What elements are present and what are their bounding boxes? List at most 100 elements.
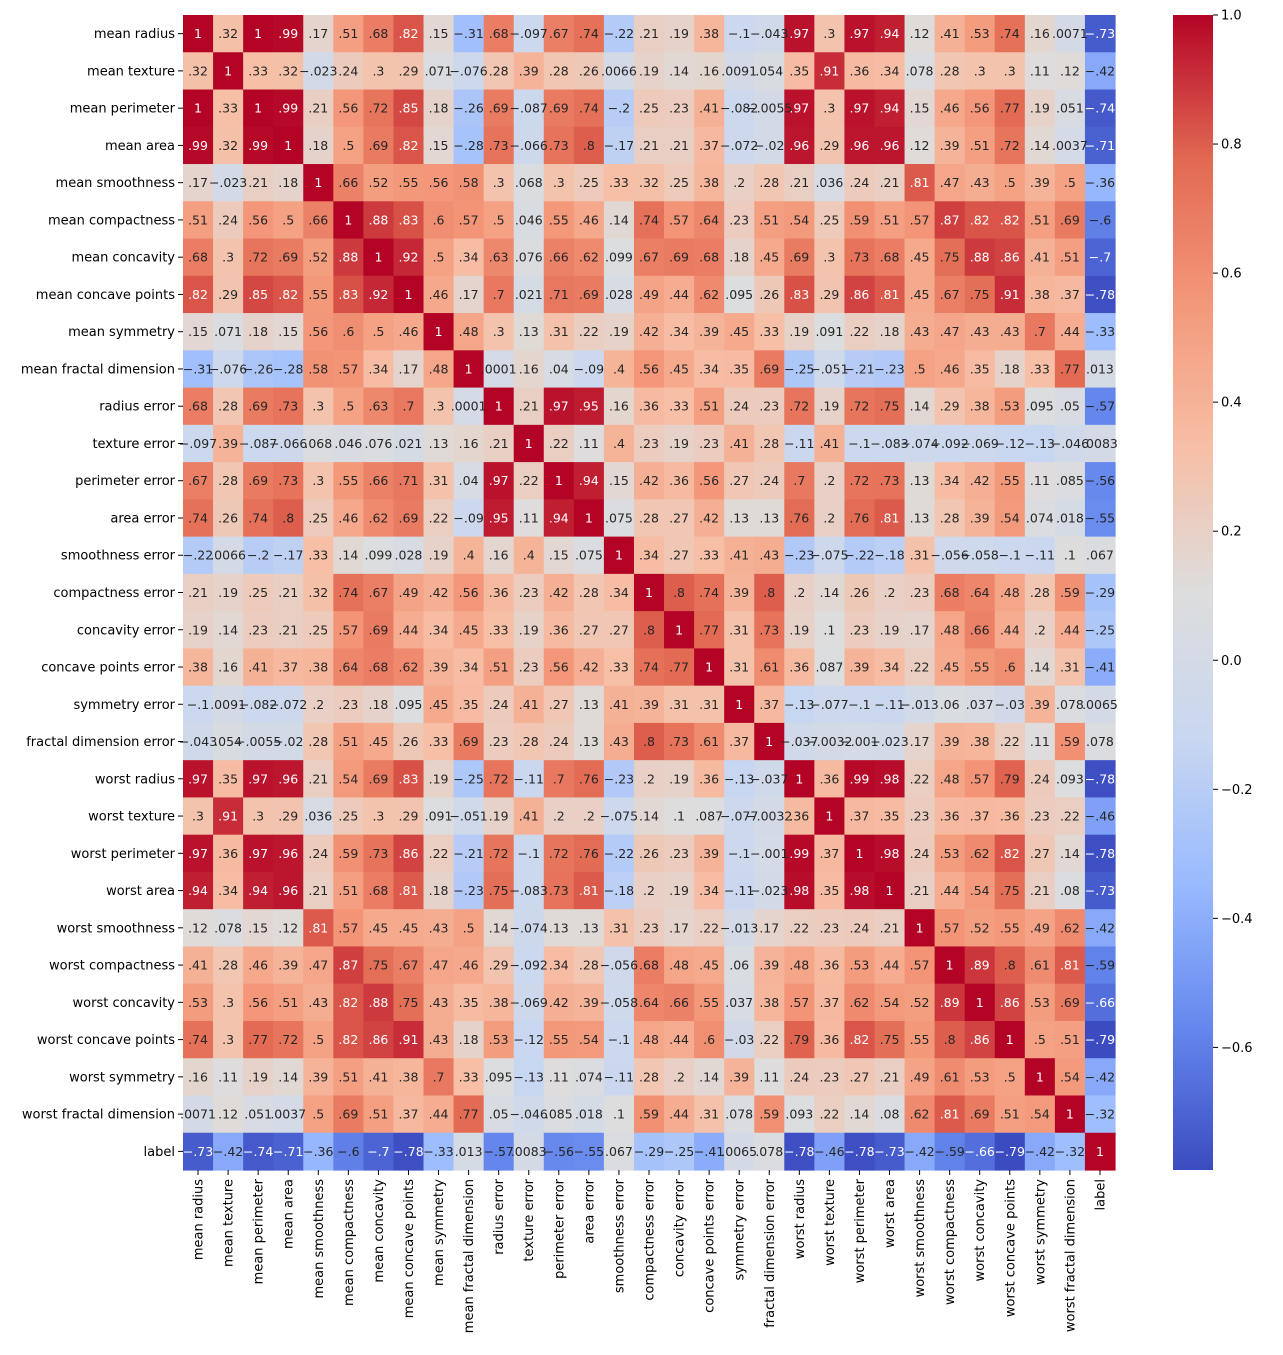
heatmap-cell [964,89,996,128]
heatmap-cell [603,834,635,873]
cell-value-label: .21 [789,175,809,190]
cell-value-label: .1 [673,809,685,824]
heatmap-cell [603,499,635,538]
cell-value-label: −.056 [930,548,968,563]
cell-value-label: .43 [429,1032,449,1047]
heatmap-cell [754,350,785,389]
heatmap-cell [694,871,725,910]
heatmap-cell [724,1132,755,1171]
heatmap-cell [453,313,485,351]
cell-value-label: .028 [395,548,423,563]
heatmap-cell [423,834,455,873]
heatmap-cell [874,89,906,128]
heatmap-cell [633,760,665,799]
heatmap-cell [874,201,906,240]
heatmap-cell [453,909,485,948]
heatmap-cell [1054,15,1086,53]
heatmap-cell [333,164,364,202]
cell-value-label: .38 [1030,287,1050,302]
cell-value-label: .96 [278,771,298,786]
cell-value-label: .69 [970,1107,990,1122]
cell-value-label: .5 [463,920,475,935]
heatmap-cell [453,760,485,799]
cell-value-label: .06 [729,958,749,973]
cell-value-label: .22 [429,510,449,525]
cell-value-label: .2 [553,809,565,824]
heatmap-cell [573,909,605,948]
cell-value-label: .52 [308,250,328,265]
cell-value-label: −.0055 [746,101,792,116]
heatmap-cell [724,201,755,240]
heatmap-cell [183,1132,214,1171]
cell-value-label: .54 [579,1032,599,1047]
heatmap-cell [814,946,846,985]
heatmap-cell [904,275,936,314]
heatmap-cell [1084,648,1116,687]
cell-value-label: .39 [850,660,870,675]
heatmap-cell [513,350,545,389]
heatmap-cell [1024,760,1056,799]
heatmap-cell [213,387,244,426]
cell-value-label: .2 [793,585,805,600]
heatmap-cell [904,52,936,91]
heatmap-cell [1054,52,1086,91]
heatmap-cell [1054,1058,1086,1097]
heatmap-cell [994,573,1026,612]
cell-value-label: .32 [188,63,208,78]
heatmap-cell [1084,722,1116,761]
x-tick-label: fractal dimension error [763,1178,778,1327]
cell-value-label: .59 [850,212,870,227]
heatmap-cell [543,648,575,687]
heatmap-cell [303,424,334,463]
heatmap-cell [724,1020,755,1059]
cell-value-label: .45 [699,958,719,973]
heatmap-cell [513,1132,545,1171]
heatmap-cell [934,238,966,277]
heatmap-cell [633,536,665,575]
heatmap-cell [844,499,876,538]
cell-value-label: 1 [525,436,533,451]
heatmap-cell [874,499,906,538]
heatmap-cell [603,1132,635,1171]
cell-value-label: .013 [455,1144,483,1159]
cell-value-label: −.077 [810,697,848,712]
heatmap-cell [213,722,244,761]
heatmap-cell [213,797,244,836]
colorbar-tick-label: 0.2 [1221,525,1242,540]
cell-value-label: −.097 [510,26,548,41]
cell-value-label: .18 [368,697,388,712]
cell-value-label: .24 [218,212,238,227]
cell-value-label: .54 [338,771,358,786]
heatmap-cell [1024,126,1056,165]
cell-value-label: .4 [613,361,625,376]
cell-value-label: .33 [1030,361,1050,376]
cell-value-label: .58 [308,361,328,376]
heatmap-cell [303,573,334,612]
heatmap-cell [934,1020,966,1059]
cell-value-label: .16 [218,660,238,675]
heatmap-cell [543,462,575,500]
cell-value-label: .38 [699,26,719,41]
heatmap-cell [543,909,575,948]
cell-value-label: 1 [705,660,713,675]
heatmap-cell [934,201,966,240]
cell-value-label: .46 [429,287,449,302]
heatmap-cell [513,722,545,761]
heatmap-cell [423,313,455,351]
heatmap-cell [1054,1020,1086,1059]
heatmap-cell [994,462,1026,500]
cell-value-label: .095 [725,287,753,302]
cell-value-label: .23 [519,585,539,600]
cell-value-label: .75 [368,958,388,973]
heatmap-cell [243,1020,274,1059]
heatmap-cell [694,648,725,687]
cell-value-label: .22 [1000,734,1020,749]
cell-value-label: .28 [308,734,328,749]
cell-value-label: .52 [368,175,388,190]
heatmap-cell [964,462,996,500]
cell-value-label: 1 [735,697,743,712]
cell-value-label: .42 [579,660,599,675]
heatmap-cell [243,536,274,575]
cell-value-label: .33 [218,101,238,116]
heatmap-cell [183,350,214,389]
